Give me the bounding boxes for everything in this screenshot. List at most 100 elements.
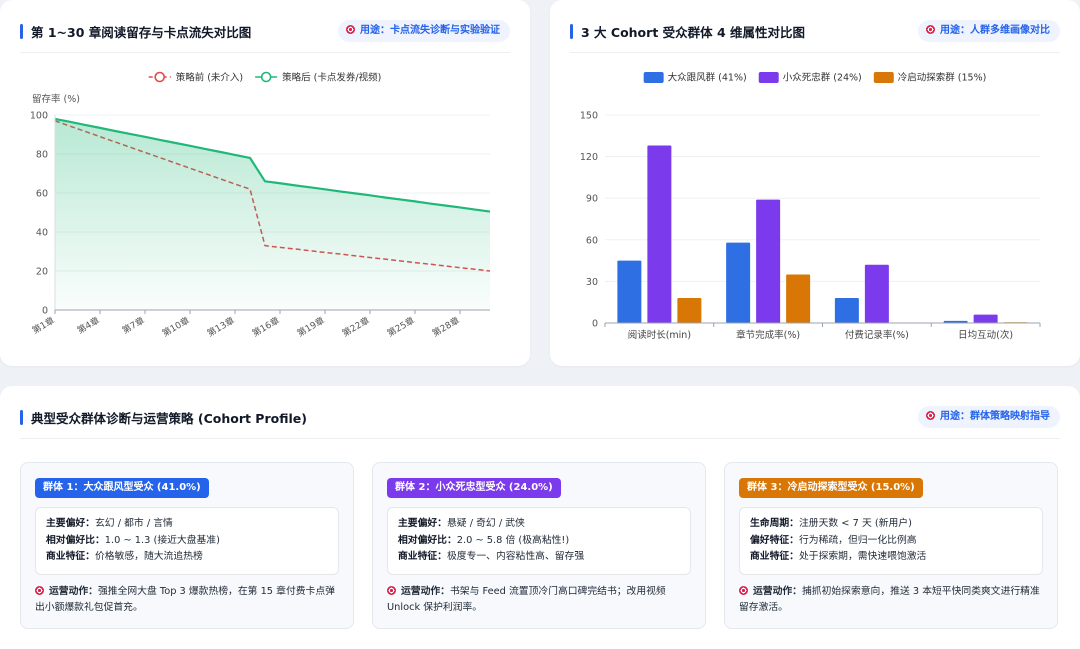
group-traits: 主要偏好：悬疑 / 奇幻 / 武侠 相对偏好比：2.0 ~ 5.8 倍 (极高粘…	[387, 507, 691, 575]
trait-row: 偏好特征：行为稀疏，但归一化比例高	[750, 533, 1032, 550]
y-tick-label: 0	[592, 319, 598, 330]
bar	[617, 260, 642, 323]
accent-bar	[20, 410, 23, 425]
bar	[647, 145, 672, 323]
bar	[786, 274, 811, 323]
group-action: 运营动作：强推全网大盘 Top 3 爆款热榜，在第 15 章付费卡点弹出小额爆款…	[35, 584, 339, 616]
bar	[726, 242, 751, 323]
bar	[834, 298, 859, 323]
y-tick-label: 120	[580, 152, 598, 163]
usage-badge: 用途：卡点流失诊断与实验验证	[338, 20, 510, 42]
legend-swatch	[758, 72, 779, 83]
divider	[20, 438, 1060, 439]
profile-card: 典型受众群体诊断与运营策略 (Cohort Profile) 用途：群体策略映射…	[0, 386, 1080, 649]
y-tick-label: 60	[36, 189, 48, 200]
legend-label: 策略后 (卡点发券/视频)	[282, 72, 381, 84]
group-tag: 群体 3：冷启动探索型受众 (15.0%)	[739, 478, 923, 498]
trait-row: 主要偏好：玄幻 / 都市 / 言情	[46, 516, 328, 533]
bar-chart: 大众跟风群 (41%) 小众死忠群 (24%) 冷启动探索群 (15%) 0 30 60 9…	[580, 72, 1041, 341]
trait-text: 玄幻 / 都市 / 言情	[94, 518, 173, 529]
x-tick-label: 第22章	[340, 314, 372, 339]
y-tick-label: 80	[36, 150, 48, 161]
badge-text: 用途：卡点流失诊断与实验验证	[360, 25, 500, 36]
legend-swatch	[154, 71, 166, 83]
action-label: 运营动作：	[49, 586, 98, 597]
line-card: 第 1~30 章阅读留存与卡点流失对比图 用途：卡点流失诊断与实验验证 策略前 …	[0, 0, 530, 366]
y-tick-label: 150	[580, 111, 598, 122]
bar	[677, 298, 702, 323]
legend-label: 大众跟风群 (41%)	[668, 72, 747, 84]
badge-text: 用途：人群多维画像对比	[940, 25, 1050, 36]
y-axis-title: 留存率 (%)	[32, 93, 80, 105]
y-tick-label: 40	[36, 228, 48, 239]
trait-label: 商业特征：	[750, 551, 799, 562]
y-tick-label: 100	[30, 111, 48, 122]
divider	[20, 52, 510, 53]
trait-text: 1.0 ~ 1.3 (接近大盘基准)	[104, 534, 220, 546]
legend: 策略前 (未介入) 策略后 (卡点发券/视频)	[148, 71, 381, 84]
bar	[943, 320, 968, 323]
legend-label: 策略前 (未介入)	[176, 72, 243, 84]
bar-card: 3 大 Cohort 受众群体 4 维属性对比图 用途：人群多维画像对比 大众跟…	[550, 0, 1080, 366]
x-tick-label: 第19章	[295, 314, 327, 339]
legend-swatch	[260, 71, 272, 83]
bar	[973, 314, 998, 323]
x-tick-label: 章节完成率(%)	[736, 329, 800, 341]
y-tick-label: 60	[586, 235, 598, 246]
group-traits: 生命周期：注册天数 < 7 天 (新用户) 偏好特征：行为稀疏，但归一化比例高 …	[739, 507, 1043, 575]
badge-text: 用途：群体策略映射指导	[940, 411, 1050, 422]
x-tick-label: 第7章	[120, 314, 147, 336]
divider	[570, 52, 1060, 53]
y-tick-label: 90	[586, 194, 598, 205]
y-tick-label: 30	[586, 277, 598, 288]
x-tick-label: 第4章	[75, 314, 102, 336]
x-tick-label: 付费记录率(%)	[845, 329, 909, 341]
trait-row: 主要偏好：悬疑 / 奇幻 / 武侠	[398, 516, 680, 533]
trait-row: 商业特征：处于探索期，需快速喂饱激活	[750, 549, 1032, 566]
chart-title: 3 大 Cohort 受众群体 4 维属性对比图	[581, 25, 806, 40]
group-action: 运营动作：捕抓初始探索意向，推送 3 本短平快同类爽文进行精准留存激活。	[739, 584, 1043, 616]
trait-text: 2.0 ~ 5.8 倍 (极高粘性!)	[456, 534, 570, 546]
trait-label: 商业特征：	[46, 551, 95, 562]
trait-row: 商业特征：极度专一、内容粘性高、留存强	[398, 549, 680, 566]
x-tick-label: 第13章	[205, 314, 237, 339]
legend-label: 小众死忠群 (24%)	[783, 72, 862, 84]
accent-bar	[570, 24, 573, 39]
trait-label: 相对偏好比：	[46, 534, 105, 546]
trait-label: 商业特征：	[398, 551, 447, 562]
group-tag: 群体 2：小众死忠型受众 (24.0%)	[387, 478, 561, 498]
group-traits: 主要偏好：玄幻 / 都市 / 言情 相对偏好比：1.0 ~ 1.3 (接近大盘基…	[35, 507, 339, 575]
trait-row: 相对偏好比：1.0 ~ 1.3 (接近大盘基准)	[46, 533, 328, 550]
group-card: 群体 1：大众跟风型受众 (41.0%) 主要偏好：玄幻 / 都市 / 言情 相…	[20, 462, 354, 629]
y-tick-label: 20	[36, 267, 48, 278]
trait-text: 悬疑 / 奇幻 / 武侠	[446, 518, 525, 529]
x-tick-label: 阅读时长(min)	[628, 329, 691, 341]
usage-badge: 用途：人群多维画像对比	[918, 20, 1060, 42]
x-tick-label: 第25章	[385, 314, 417, 339]
action-label: 运营动作：	[753, 586, 802, 597]
chart-title: 第 1~30 章阅读留存与卡点流失对比图	[31, 25, 252, 40]
action-text: 捕抓初始探索意向，推送 3 本短平快同类爽文进行精准留存激活。	[739, 586, 1040, 613]
group-card: 群体 2：小众死忠型受众 (24.0%) 主要偏好：悬疑 / 奇幻 / 武侠 相…	[372, 462, 706, 629]
trait-label: 主要偏好：	[398, 518, 447, 529]
trait-label: 生命周期：	[750, 518, 799, 529]
series-area	[55, 118, 490, 311]
bar	[756, 199, 781, 323]
x-tick-label: 第16章	[250, 314, 282, 339]
legend-label: 冷启动探索群 (15%)	[898, 72, 987, 84]
trait-text: 极度专一、内容粘性高、留存强	[446, 551, 585, 562]
section-title: 典型受众群体诊断与运营策略 (Cohort Profile)	[31, 411, 307, 426]
trait-label: 偏好特征：	[750, 534, 799, 546]
group-action: 运营动作：书架与 Feed 流置顶冷门高口碑完结书；改用视频 Unlock 保护…	[387, 584, 691, 616]
action-text: 书架与 Feed 流置顶冷门高口碑完结书；改用视频 Unlock 保护利润率。	[387, 586, 666, 613]
legend-swatch	[643, 72, 664, 83]
trait-row: 相对偏好比：2.0 ~ 5.8 倍 (极高粘性!)	[398, 533, 680, 550]
x-tick-label: 第10章	[160, 314, 192, 339]
x-tick-label: 第28章	[430, 314, 462, 339]
x-tick-label: 日均互动(次)	[958, 329, 1013, 341]
action-label: 运营动作：	[401, 586, 450, 597]
group-card: 群体 3：冷启动探索型受众 (15.0%) 生命周期：注册天数 < 7 天 (新…	[724, 462, 1058, 629]
y-tick-label: 0	[42, 306, 48, 317]
bar	[864, 264, 889, 323]
